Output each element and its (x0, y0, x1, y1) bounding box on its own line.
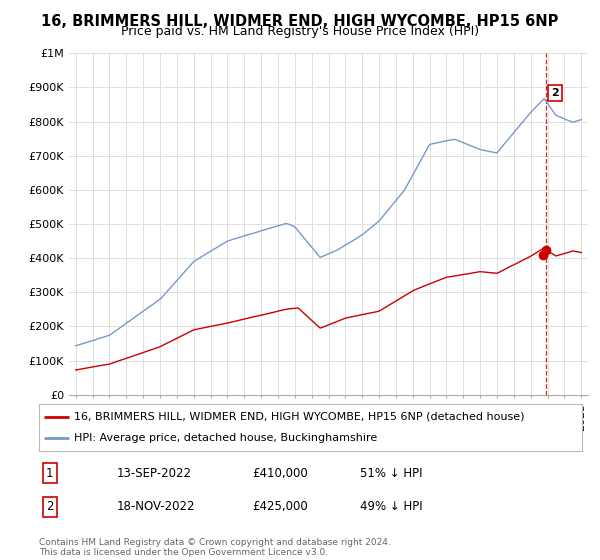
Text: 16, BRIMMERS HILL, WIDMER END, HIGH WYCOMBE, HP15 6NP: 16, BRIMMERS HILL, WIDMER END, HIGH WYCO… (41, 14, 559, 29)
Text: 49% ↓ HPI: 49% ↓ HPI (360, 500, 422, 514)
Text: 1: 1 (46, 466, 53, 480)
Text: 18-NOV-2022: 18-NOV-2022 (117, 500, 196, 514)
Text: Price paid vs. HM Land Registry's House Price Index (HPI): Price paid vs. HM Land Registry's House … (121, 25, 479, 38)
Text: Contains HM Land Registry data © Crown copyright and database right 2024.
This d: Contains HM Land Registry data © Crown c… (39, 538, 391, 557)
Text: HPI: Average price, detached house, Buckinghamshire: HPI: Average price, detached house, Buck… (74, 433, 377, 444)
Text: 16, BRIMMERS HILL, WIDMER END, HIGH WYCOMBE, HP15 6NP (detached house): 16, BRIMMERS HILL, WIDMER END, HIGH WYCO… (74, 412, 525, 422)
Text: 2: 2 (46, 500, 53, 514)
Text: 13-SEP-2022: 13-SEP-2022 (117, 466, 192, 480)
Text: £410,000: £410,000 (252, 466, 308, 480)
Text: £425,000: £425,000 (252, 500, 308, 514)
Text: 51% ↓ HPI: 51% ↓ HPI (360, 466, 422, 480)
Text: 2: 2 (551, 88, 559, 98)
